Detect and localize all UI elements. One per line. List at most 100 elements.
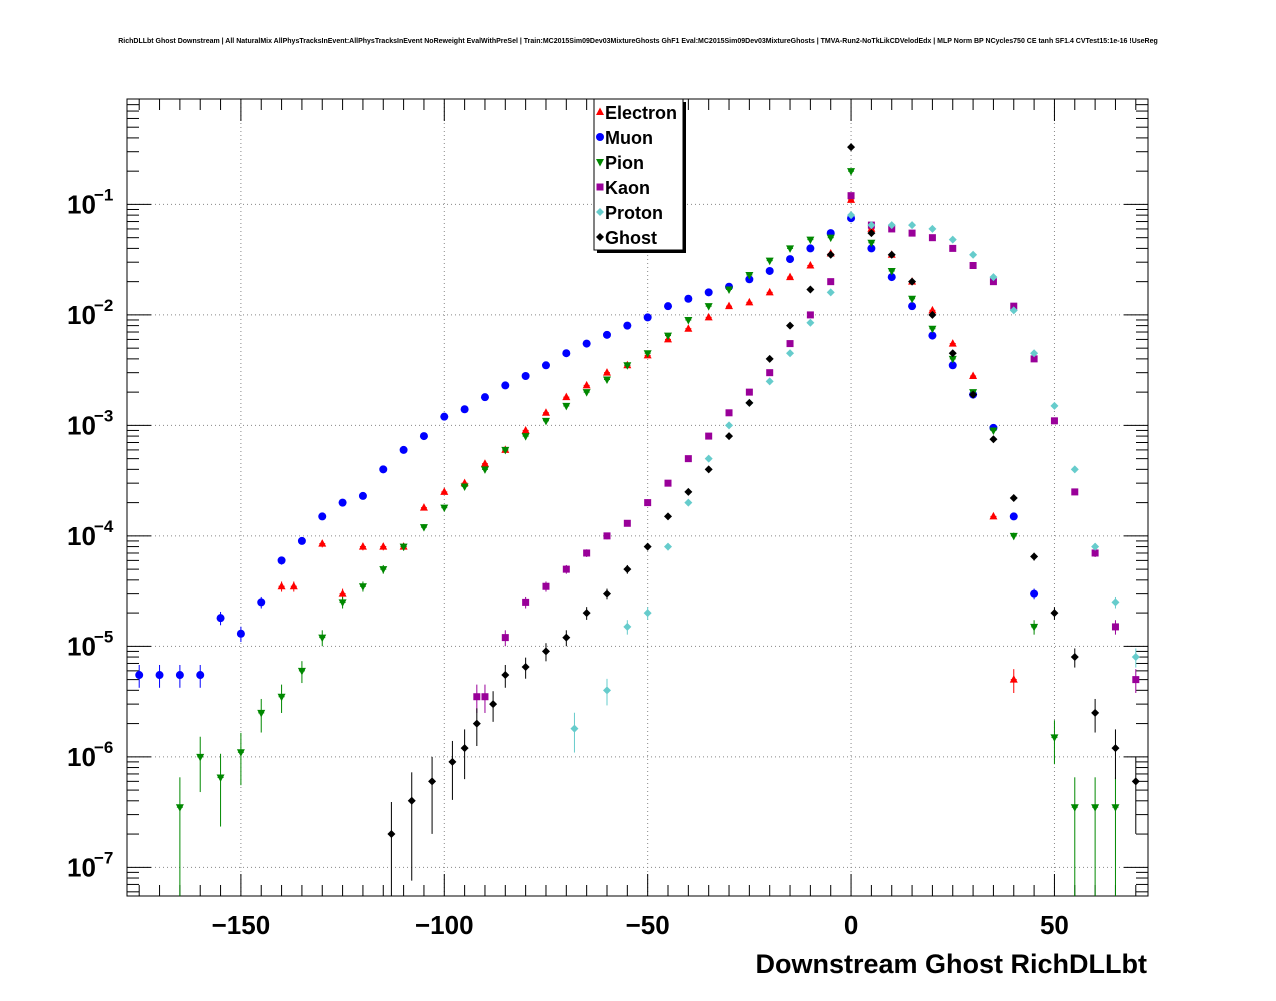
data-point bbox=[1030, 552, 1039, 561]
marker bbox=[480, 393, 489, 402]
marker bbox=[806, 236, 815, 245]
marker bbox=[705, 432, 713, 440]
data-point bbox=[1050, 401, 1059, 410]
data-point bbox=[1030, 355, 1038, 363]
data-point bbox=[704, 303, 713, 311]
marker bbox=[570, 724, 579, 733]
marker bbox=[460, 744, 469, 753]
data-point bbox=[428, 756, 437, 834]
data-point bbox=[501, 381, 510, 390]
data-point bbox=[1132, 669, 1140, 694]
data-point bbox=[643, 542, 652, 551]
marker bbox=[257, 709, 266, 718]
marker bbox=[908, 277, 917, 286]
marker bbox=[1131, 653, 1140, 662]
data-point bbox=[989, 278, 997, 286]
marker bbox=[867, 244, 876, 253]
marker bbox=[387, 830, 396, 839]
marker bbox=[1009, 306, 1018, 315]
marker bbox=[745, 388, 753, 396]
marker bbox=[297, 667, 306, 676]
marker bbox=[440, 504, 449, 513]
data-point bbox=[806, 236, 815, 245]
marker bbox=[419, 524, 428, 532]
marker bbox=[602, 589, 611, 598]
marker bbox=[725, 301, 734, 310]
data-point bbox=[440, 487, 449, 495]
marker bbox=[1030, 552, 1039, 561]
marker bbox=[379, 542, 388, 550]
data-point bbox=[135, 664, 144, 688]
y-tick-exponent: −3 bbox=[94, 406, 113, 425]
marker bbox=[521, 371, 530, 380]
data-point bbox=[908, 277, 917, 286]
data-point bbox=[419, 524, 428, 532]
marker bbox=[236, 749, 245, 757]
y-tick-label: 10 bbox=[67, 742, 96, 772]
marker bbox=[765, 266, 774, 275]
marker bbox=[562, 349, 571, 358]
data-point bbox=[908, 221, 917, 230]
marker bbox=[596, 233, 604, 241]
data-point bbox=[806, 318, 815, 327]
data-point bbox=[664, 302, 673, 311]
series-muon bbox=[135, 214, 1039, 688]
data-point bbox=[786, 349, 795, 358]
marker bbox=[989, 427, 998, 435]
data-point bbox=[969, 390, 978, 399]
marker bbox=[928, 305, 937, 314]
data-point bbox=[684, 294, 693, 303]
marker bbox=[175, 671, 184, 680]
data-point bbox=[1111, 777, 1120, 896]
data-point bbox=[277, 684, 286, 713]
legend-entry-electron: Electron bbox=[596, 103, 677, 123]
marker bbox=[501, 634, 509, 642]
marker bbox=[480, 466, 489, 474]
data-point bbox=[521, 425, 530, 434]
data-point bbox=[704, 288, 713, 297]
data-point bbox=[1030, 620, 1039, 635]
marker bbox=[908, 221, 917, 230]
marker bbox=[765, 354, 774, 363]
y-tick-exponent: −4 bbox=[94, 517, 114, 536]
data-point bbox=[338, 596, 347, 609]
marker bbox=[155, 671, 164, 680]
marker bbox=[949, 244, 957, 252]
data-point bbox=[603, 532, 611, 540]
data-point bbox=[1050, 720, 1059, 765]
data-point bbox=[745, 388, 753, 396]
legend-entry-muon: Muon bbox=[596, 128, 653, 148]
data-point bbox=[562, 392, 571, 401]
legend-label: Proton bbox=[605, 203, 663, 223]
marker bbox=[318, 539, 327, 547]
data-point bbox=[472, 708, 481, 747]
marker bbox=[257, 598, 266, 607]
data-point bbox=[684, 324, 693, 332]
data-point bbox=[1091, 549, 1099, 557]
y-tick-exponent: −1 bbox=[94, 185, 113, 204]
data-point bbox=[847, 168, 856, 176]
data-point bbox=[623, 519, 631, 527]
y-tick-label: 10 bbox=[67, 300, 96, 330]
data-point bbox=[623, 564, 632, 574]
marker bbox=[236, 629, 245, 638]
data-point bbox=[522, 596, 530, 609]
marker bbox=[1030, 355, 1038, 363]
data-point bbox=[1111, 729, 1120, 780]
data-point bbox=[501, 446, 510, 455]
data-point bbox=[765, 354, 774, 363]
data-point bbox=[1030, 588, 1039, 600]
marker bbox=[847, 143, 856, 152]
data-point bbox=[297, 536, 306, 545]
marker bbox=[460, 405, 469, 414]
marker bbox=[745, 398, 754, 407]
data-point bbox=[887, 221, 896, 230]
marker bbox=[765, 287, 774, 296]
marker bbox=[643, 350, 652, 358]
marker bbox=[725, 409, 733, 417]
marker bbox=[379, 566, 388, 574]
marker bbox=[1071, 488, 1079, 496]
data-point bbox=[786, 245, 795, 253]
y-tick-label: 10 bbox=[67, 852, 96, 882]
data-point bbox=[705, 432, 713, 440]
